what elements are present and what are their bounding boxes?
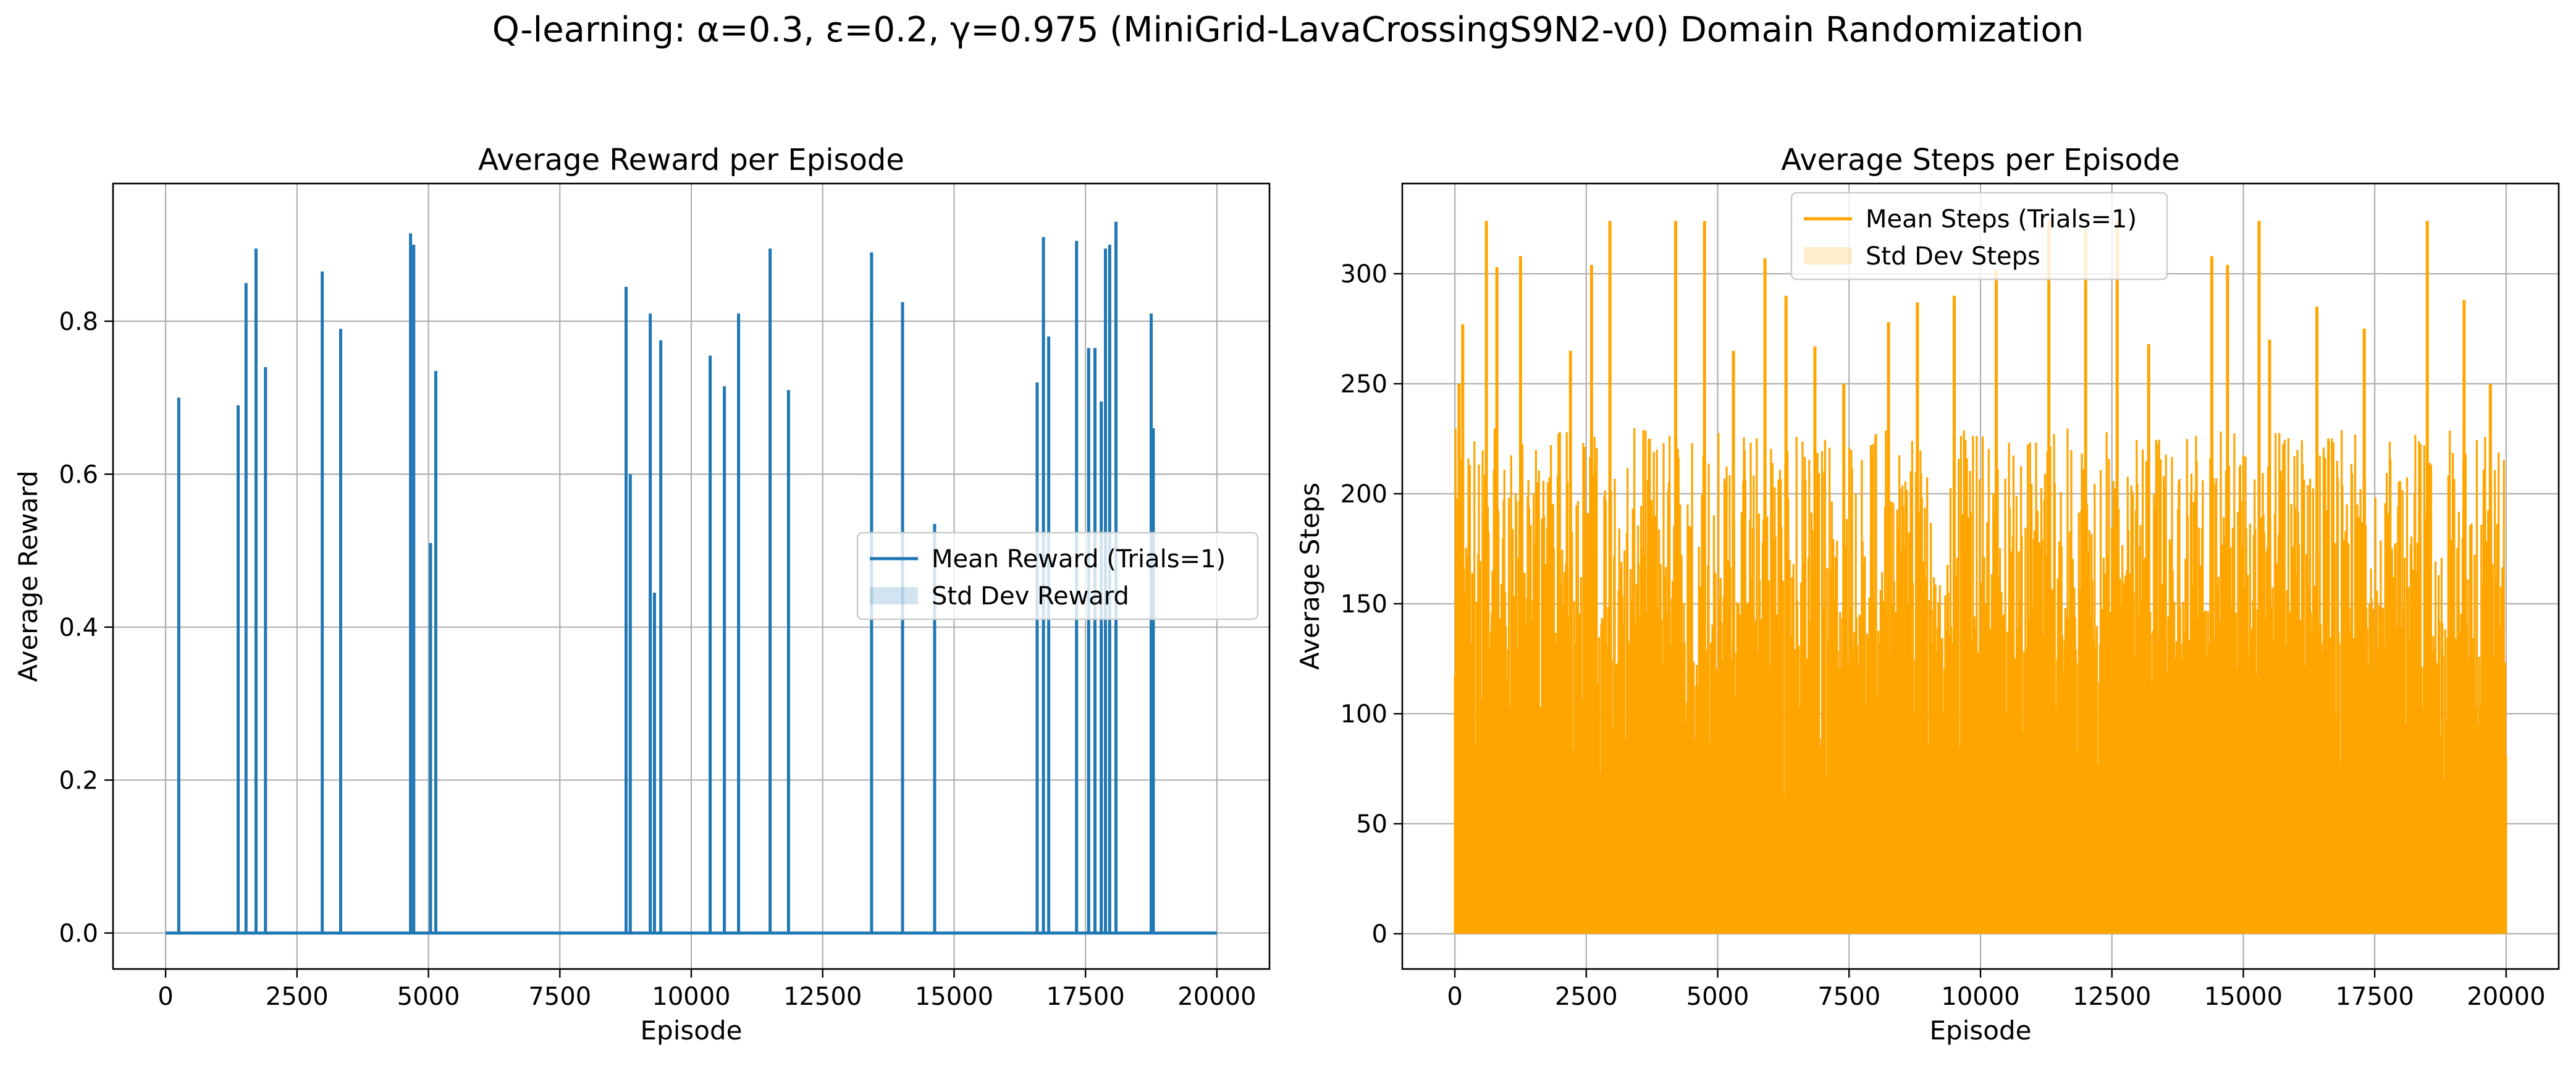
y-axis-label: Average Reward [13,470,43,682]
legend: Mean Reward (Trials=1) Std Dev Reward [856,531,1259,620]
x-axis-label: Episode [1930,1015,2032,1046]
x-tick-label: 12500 [2073,983,2151,1011]
x-tick-label: 15000 [915,983,993,1011]
x-tick-label: 17500 [2336,983,2414,1011]
y-tick-label: 0.6 [59,460,98,489]
legend-box [856,531,1259,620]
chart-title: Average Steps per Episode [1781,143,2179,177]
chart-title: Average Reward per Episode [478,143,904,177]
x-tick-label: 0 [1447,983,1462,1011]
x-tick-label: 20000 [1177,983,1256,1011]
y-tick-label: 150 [1341,590,1387,619]
y-tick-label: 250 [1341,370,1387,399]
legend-label: Std Dev Reward [932,582,1129,611]
x-tick-label: 2500 [1555,983,1618,1011]
legend-patch-swatch [870,587,918,604]
y-tick-label: 0.8 [59,308,98,336]
x-tick-label: 17500 [1046,983,1125,1011]
legend-box [1790,192,2168,281]
y-tick-label: 0.4 [59,614,98,642]
y-tick-label: 100 [1341,700,1387,729]
chart-panel-2: 0 2500 5000 7500 10000 12500 15000 17500 20000 0 5… [1295,143,2560,1046]
legend-label: Mean Reward (Trials=1) [932,545,1226,573]
y-axis-label: Average Steps [1295,483,1325,670]
x-tick-label: 7500 [1817,983,1880,1011]
y-tick-label: 0.2 [59,766,98,795]
x-tick-label: 10000 [652,983,730,1011]
figure-title: Q-learning: α=0.3, ε=0.2, γ=0.975 (MiniG… [492,10,2084,50]
x-axis-label: Episode [641,1015,743,1046]
x-tick-label: 0 [158,983,173,1011]
y-tick-label: 0.0 [59,920,98,948]
y-tick-label: 200 [1341,480,1387,509]
x-tick-label: 15000 [2204,983,2283,1011]
y-tick-label: 300 [1341,260,1387,289]
x-tick-label: 2500 [266,983,329,1011]
chart-panel-1: 0 2500 5000 7500 10000 12500 15000 17500 20000 0.… [13,143,1271,1046]
x-tick-label: 5000 [1686,983,1749,1011]
y-tick-label: 0 [1372,920,1387,949]
series-2 [1454,221,2507,934]
steps-dense-band [1455,834,2506,934]
legend-patch-swatch [1804,247,1852,264]
y-tick-label: 50 [1356,810,1387,839]
x-tick-label: 12500 [783,983,862,1011]
x-tick-label: 5000 [397,983,460,1011]
legend-label: Std Dev Steps [1866,242,2040,271]
x-tick-label: 20000 [2467,983,2545,1011]
legend-label: Mean Steps (Trials=1) [1866,205,2137,234]
x-tick-label: 10000 [1941,983,2019,1011]
x-tick-label: 7500 [528,983,591,1011]
legend: Mean Steps (Trials=1) Std Dev Steps [1790,192,2168,281]
